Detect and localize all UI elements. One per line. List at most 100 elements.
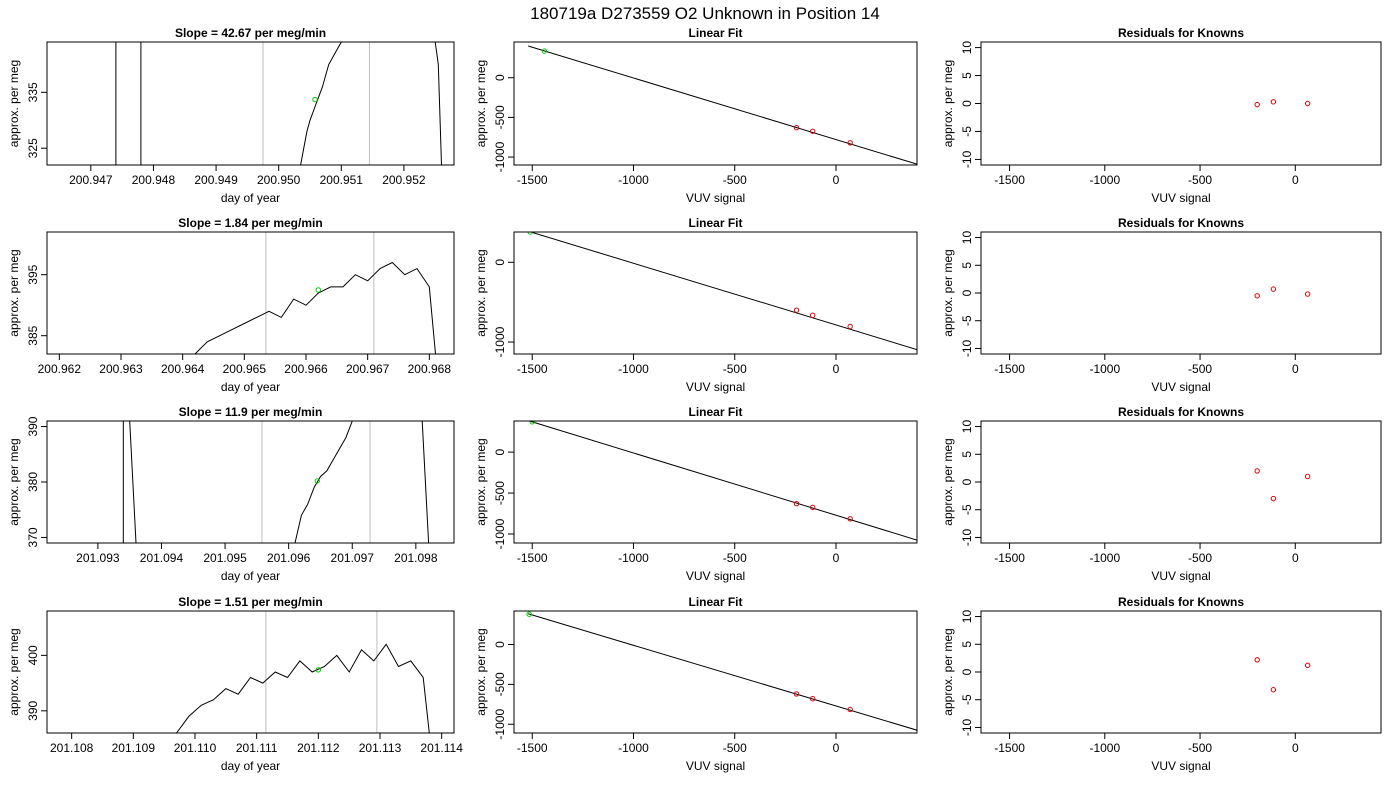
fit-line: [528, 421, 917, 541]
x-tick-label: -500: [1188, 741, 1212, 755]
y-tick-label: -1000: [493, 326, 507, 357]
y-tick-label: -1000: [493, 141, 507, 172]
x-tick-label: -500: [1188, 362, 1212, 376]
known-point: [847, 516, 853, 522]
x-tick-label: -500: [1188, 551, 1212, 565]
residual-point: [1254, 657, 1260, 663]
y-axis-label: approx. per meg: [7, 249, 21, 336]
x-tick-label: 200.963: [99, 362, 143, 376]
y-axis-label: approx. per meg: [474, 438, 488, 525]
unknown-mean-point: [312, 96, 318, 103]
y-tick-label: -10: [960, 528, 974, 546]
y-tick-label: 335: [26, 82, 40, 102]
x-tick-label: 0: [833, 551, 840, 565]
plot-area: [1254, 99, 1311, 108]
y-tick-label: 380: [26, 472, 40, 492]
residual-point: [1254, 101, 1260, 108]
x-tick-label: -1000: [1089, 173, 1120, 187]
plot-frame: [513, 420, 918, 544]
x-axis-label: VUV signal: [686, 759, 745, 773]
panel-2: Slope = 1.84 per meg/min day of year appro…: [7, 216, 455, 394]
x-tick-label: -1500: [517, 551, 548, 565]
x-tick-label: 200.949: [194, 173, 238, 187]
panel-title: Slope = 11.9 per meg/min: [179, 405, 323, 419]
x-axis-label: VUV signal: [686, 569, 745, 583]
y-axis-label: approx. per meg: [474, 249, 488, 336]
x-tick-label: -500: [723, 362, 747, 376]
known-point: [793, 125, 800, 131]
y-tick-label: 5: [960, 641, 974, 648]
y-tick-label: -10: [960, 150, 974, 168]
panel-12: Residuals for Knowns VUV signal approx. pe…: [941, 595, 1382, 773]
panel-title: Residuals for Knowns: [1118, 26, 1244, 40]
x-tick-label: 201.109: [112, 741, 156, 755]
x-axis-label: day of year: [221, 380, 280, 394]
x-axis-label: VUV signal: [1151, 191, 1210, 205]
panel-6: Linear Fit VUV signal approx. per meg -1500…: [474, 216, 918, 394]
y-tick-label: 0: [493, 74, 507, 81]
x-tick-label: -500: [1188, 173, 1212, 187]
main-title: 180719a D273559 O2 Unknown in Position 1…: [530, 4, 880, 23]
y-tick-label: 400: [26, 645, 40, 665]
x-tick-label: 0: [833, 741, 840, 755]
x-tick-label: 201.098: [394, 551, 438, 565]
x-tick-label: -1000: [1089, 741, 1120, 755]
x-tick-label: 201.111: [236, 741, 278, 755]
x-tick-label: -500: [723, 173, 747, 187]
x-tick-label: -1000: [618, 551, 649, 565]
x-axis-label: day of year: [221, 759, 280, 773]
residual-point: [1270, 99, 1277, 105]
y-axis-label: approx. per meg: [474, 60, 488, 147]
x-tick-label: -1500: [994, 741, 1025, 755]
x-tick-label: 201.114: [420, 741, 463, 755]
unknown-point: [541, 48, 548, 54]
y-axis-label: approx. per meg: [474, 628, 488, 715]
x-tick-label: -1000: [1089, 362, 1120, 376]
panel-7: Linear Fit VUV signal approx. per meg -1500…: [474, 405, 918, 583]
x-tick-label: -1000: [618, 741, 649, 755]
panel-title: Slope = 42.67 per meg/min: [175, 26, 326, 40]
x-tick-label: 201.094: [140, 551, 184, 565]
x-tick-label: 0: [1292, 173, 1299, 187]
plot-frame: [46, 420, 455, 544]
plot-frame: [513, 610, 918, 734]
x-tick-label: 200.948: [132, 173, 176, 187]
known-point: [793, 500, 800, 507]
y-tick-label: -10: [960, 339, 974, 357]
unknown-mean-point: [315, 667, 322, 673]
y-tick-label: 0: [960, 289, 974, 296]
residual-point: [1254, 293, 1260, 299]
plot-area: [1254, 468, 1311, 502]
x-tick-label: 0: [1292, 551, 1299, 565]
known-point: [847, 706, 853, 713]
panel-11: Residuals for Knowns VUV signal approx. pe…: [941, 405, 1382, 583]
x-tick-label: 201.093: [76, 551, 120, 565]
x-tick-label: 0: [833, 362, 840, 376]
x-tick-label: -500: [723, 551, 747, 565]
plot-area: [194, 232, 436, 354]
plot-area: [528, 45, 917, 165]
x-tick-label: 0: [1292, 741, 1299, 755]
y-tick-label: 10: [960, 420, 974, 434]
y-axis-label: approx. per meg: [941, 249, 955, 336]
x-tick-label: 0: [1292, 362, 1299, 376]
plot-frame: [46, 231, 455, 355]
residual-point: [1270, 687, 1277, 693]
known-point: [810, 696, 816, 702]
x-tick-label: 200.966: [284, 362, 328, 376]
plot-area: [176, 611, 430, 733]
fit-line: [529, 232, 917, 351]
y-tick-label: -5: [960, 694, 974, 705]
y-axis-label: approx. per meg: [941, 60, 955, 147]
y-tick-label: 5: [960, 72, 974, 79]
y-tick-label: -500: [493, 481, 507, 505]
unknown-mean-point: [315, 287, 322, 293]
x-tick-label: 200.947: [69, 173, 113, 187]
plot-area: [528, 421, 917, 541]
plot-area: [122, 421, 430, 543]
y-tick-label: 0: [493, 448, 507, 455]
y-tick-label: 385: [26, 325, 40, 345]
y-tick-label: 0: [960, 478, 974, 485]
x-tick-label: 200.952: [382, 173, 426, 187]
x-tick-label: -1000: [618, 173, 649, 187]
